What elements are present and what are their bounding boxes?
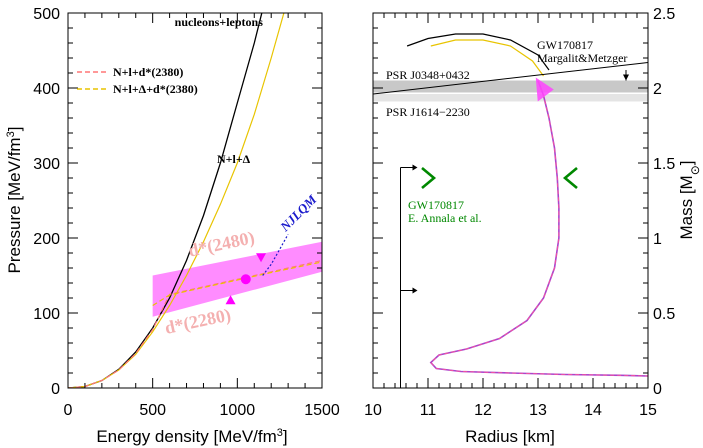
mr-curve-2 [429,80,648,377]
mr-marker [535,77,554,102]
margalit-arrow-head [623,74,629,81]
axes-frame [67,12,323,389]
y-tick-label: 0 [51,381,60,398]
margalit-label-2: Margalit&Metzger [537,51,627,65]
y-tick-label: 100 [33,306,60,323]
x-axis-label: Energy density [MeV/fm3] [96,427,287,446]
marker-2 [225,295,236,305]
x-tick-label-2: 12 [474,402,492,419]
margalit-line [373,62,648,95]
y-axis-label-2: Mass [M⊙] [677,160,702,239]
y-tick-label-2: 1.5 [653,156,675,173]
annala-label-2: E. Annala et al. [408,211,482,225]
pressure-panel: 0 500 1000 1500 0 100 200 300 400 500 Energy densi… [5,6,340,446]
series-line-1 [68,13,285,388]
y-axis-label-text: Pressure [MeV/fm [5,137,24,273]
y-tick-label: 300 [33,156,60,173]
annala-chevron-left [421,167,437,189]
mass-radius-panel: 10 11 12 13 14 15 0 0.5 1 1.5 2 2.5 Radius [km] Mass … [364,6,702,446]
marker-0 [240,274,251,285]
x-tick-label-2: 13 [529,402,547,419]
legend-label-0: N+l+d*(2380) [113,65,183,79]
annotation-delta: N+l+Δ [217,152,251,166]
x-axis-label-sup: 3 [277,427,283,439]
annala-label-1: GW170817 [408,198,464,212]
annala-chevron-right [562,167,578,189]
annotation-nucleons: nucleons+leptons [175,15,264,29]
y-tick-label-2: 2 [653,81,662,98]
mr-curve-1 [430,39,544,77]
x-axis-label-2: Radius [km] [465,427,555,446]
series-line-3 [152,261,322,307]
psr-j0348-label: PSR J0348+0432 [386,68,470,82]
y-tick-label: 400 [33,81,60,98]
x-tick-label-2: 11 [420,402,437,419]
plot-area-2 [373,33,648,388]
psr-j1614-label: PSR J1614−2230 [386,105,470,119]
y-axis-label-2-sub: ⊙ [688,165,702,175]
x-tick-label-2: 10 [364,402,382,419]
x-tick-label-2: 15 [639,402,657,419]
y-tick-label-2: 2.5 [653,6,675,23]
y-tick-label: 500 [33,6,60,23]
y-axis-label-2-text: Mass [M [677,175,696,239]
x-tick-label-2: 14 [584,402,602,419]
x-tick-label: 0 [64,402,73,419]
y-axis-label-tail: ] [5,127,24,132]
y-axis-label-2-tail: ] [677,160,696,165]
legend-label-1: N+l+Δ+d*(2380) [113,82,198,96]
y-tick-label-2: 0 [653,381,662,398]
y-axis-label-sup: 3 [5,131,17,137]
y-tick-label-2: 1 [653,231,662,248]
v-arrow-head-0 [412,164,418,171]
y-tick-label-2: 0.5 [653,306,675,323]
mr-curve-overlay [430,80,648,377]
x-tick-label: 1500 [304,402,340,419]
v-arrow-head-1 [412,287,418,294]
psr-band-0 [373,80,648,93]
annotation-njlqm: NJLQM [276,192,319,235]
margalit-label-1: GW170817 [537,38,593,52]
psr-band-1 [373,94,648,102]
y-tick-label: 200 [33,231,60,248]
axes-frame-2 [372,12,649,389]
marker-1 [256,253,267,263]
y-axis-label: Pressure [MeV/fm3] [5,127,24,274]
x-axis-label-text: Energy density [MeV/fm [96,427,276,446]
mr-curve-0 [406,33,550,71]
x-tick-label: 500 [139,402,166,419]
x-tick-label: 1000 [220,402,256,419]
x-axis-label-tail: ] [283,427,288,446]
plot-area [68,13,322,388]
